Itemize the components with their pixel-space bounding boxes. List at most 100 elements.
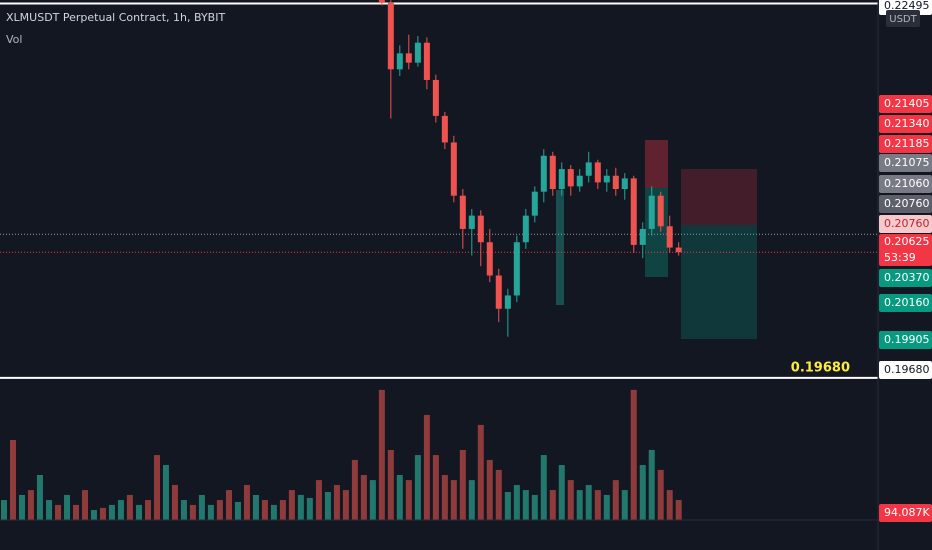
price-label: 0.22495: [884, 0, 930, 12]
volume-bar: [306, 497, 313, 520]
volume-bar: [207, 504, 214, 520]
volume-bar: [9, 439, 16, 520]
axis-labels: 0.22495 0.21405 0.21340 0.21185 0.21075 0.210…: [879, 0, 932, 522]
candle-body: [648, 195, 655, 229]
position-target: [556, 190, 564, 305]
volume-bar: [90, 510, 97, 520]
volume-bar: [405, 480, 412, 520]
volume-bar: [243, 484, 250, 520]
candle-body: [522, 215, 529, 243]
candle-body: [423, 42, 430, 80]
position-target: [681, 225, 757, 339]
candle-body: [558, 169, 565, 190]
volume-bar: [576, 490, 583, 520]
volume-bar: [387, 449, 394, 520]
volume-bar: [234, 501, 241, 520]
volume-bar: [378, 389, 385, 520]
volume-bar: [414, 455, 421, 520]
volume-bar: [675, 500, 682, 520]
volume-bar: [136, 504, 143, 520]
candle-body: [432, 79, 439, 116]
volume-bar: [270, 504, 277, 520]
volume-bar: [666, 490, 673, 520]
volume-bar: [18, 494, 25, 520]
candle-body: [513, 242, 520, 296]
volume-label: 94.087K: [884, 506, 930, 519]
volume-bar: [513, 484, 520, 520]
volume-bar: [432, 455, 439, 520]
volume-bar: [108, 504, 115, 520]
candle-body: [630, 178, 637, 245]
line-label: 0.19680: [791, 360, 850, 375]
candle-body: [477, 215, 484, 243]
candle-body: [450, 142, 457, 196]
position-tools: [556, 140, 757, 339]
volume-bar: [477, 424, 484, 520]
price-label: 0.20760: [884, 217, 930, 230]
volume-bar: [162, 465, 169, 520]
volume-bar: [180, 500, 187, 520]
volume-bar: [369, 480, 376, 520]
volume-bar: [324, 491, 331, 520]
candle-body: [666, 226, 673, 248]
volume-bar: [450, 480, 457, 520]
candle-body: [486, 242, 493, 276]
volume-bar: [261, 500, 268, 520]
volume-bar: [549, 490, 556, 520]
volume-bar: [153, 455, 160, 520]
candle-body: [549, 155, 556, 190]
volume-bar: [144, 500, 151, 520]
price-label-box: [879, 331, 932, 349]
volume-bar: [72, 504, 79, 520]
volume-bar: [189, 504, 196, 520]
price-label-box: [879, 361, 932, 379]
candle-body: [657, 195, 664, 227]
price-lines: 0.19680: [0, 2, 878, 379]
volume-bar: [504, 491, 511, 520]
volume-bar: [64, 494, 71, 520]
candle-body: [639, 228, 646, 245]
candle-body: [405, 53, 412, 63]
volume-bar: [459, 449, 466, 520]
candle-body: [387, 2, 394, 70]
price-label: 0.19680: [884, 363, 930, 376]
price-label: 0.20760: [884, 197, 930, 210]
volume-bar: [639, 465, 646, 520]
candle-body: [585, 162, 592, 176]
countdown: 53:39: [884, 251, 916, 264]
price-label: 0.21340: [884, 117, 930, 130]
candle-body: [468, 215, 475, 229]
candle-body: [567, 169, 574, 187]
volume-bar: [558, 465, 565, 520]
volume-bar: [531, 494, 538, 520]
volume-bar: [423, 414, 430, 520]
volume-bar: [657, 469, 664, 520]
volume-bar: [216, 500, 223, 520]
volume-label-box: [879, 504, 932, 522]
volume-bar: [315, 480, 322, 520]
candle-body: [603, 175, 610, 183]
volume-pane: [1, 389, 682, 520]
price-label-box: [879, 115, 932, 133]
volume-bar: [297, 494, 304, 520]
volume-bar: [279, 500, 286, 520]
volume-bar: [621, 490, 628, 520]
volume-bar: [594, 490, 601, 520]
price-label-box: [879, 95, 932, 113]
currency-label: USDT: [889, 14, 917, 25]
position-stop: [681, 169, 757, 225]
price-label: 0.20370: [884, 271, 930, 284]
volume-bar: [99, 507, 106, 520]
volume-bar: [126, 494, 133, 520]
volume-bar: [585, 484, 592, 520]
volume-bar: [351, 459, 358, 520]
volume-bar: [46, 500, 53, 520]
price-label: 0.20160: [884, 296, 930, 309]
candle-body: [621, 178, 628, 190]
candle-body: [504, 295, 511, 309]
volume-bar: [540, 455, 547, 520]
volume-bar: [486, 459, 493, 520]
chart-title: XLMUSDT Perpetual Contract, 1h, BYBIT: [6, 11, 225, 24]
